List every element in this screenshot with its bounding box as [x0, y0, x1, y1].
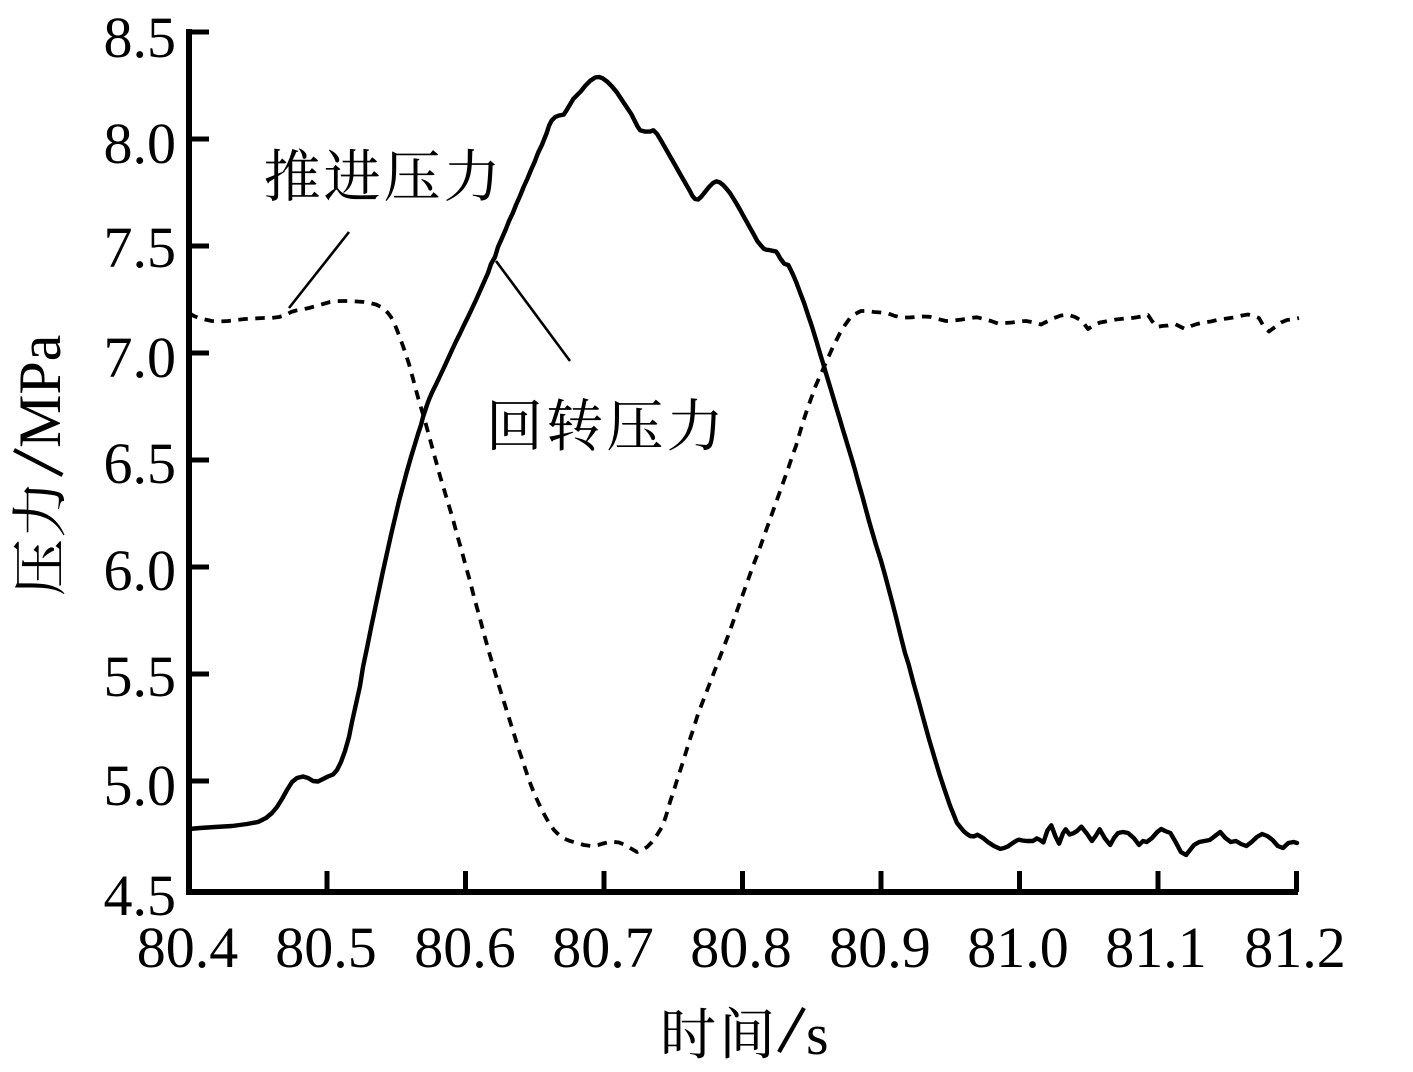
svg-text:80.9: 80.9 [829, 915, 931, 980]
svg-text:80.5: 80.5 [275, 915, 377, 980]
svg-text:s: s [806, 1002, 829, 1067]
svg-text:5.5: 5.5 [104, 644, 177, 709]
svg-text:8.0: 8.0 [104, 111, 177, 176]
svg-text:8.5: 8.5 [104, 5, 177, 70]
svg-text:80.8: 80.8 [690, 915, 792, 980]
svg-text:6.5: 6.5 [104, 431, 177, 496]
svg-text:5.0: 5.0 [104, 753, 177, 818]
svg-text:81.1: 81.1 [1105, 915, 1207, 980]
svg-text:80.6: 80.6 [414, 915, 516, 980]
svg-text:MPa: MPa [7, 335, 73, 448]
svg-text:80.7: 80.7 [552, 915, 654, 980]
svg-text:80.4: 80.4 [137, 915, 239, 980]
svg-text:81.0: 81.0 [967, 915, 1069, 980]
svg-text:4.5: 4.5 [104, 863, 177, 928]
svg-text:7.0: 7.0 [104, 325, 177, 390]
svg-text:6.0: 6.0 [104, 538, 177, 603]
svg-text:7.5: 7.5 [104, 215, 177, 280]
svg-text:81.2: 81.2 [1244, 915, 1346, 980]
